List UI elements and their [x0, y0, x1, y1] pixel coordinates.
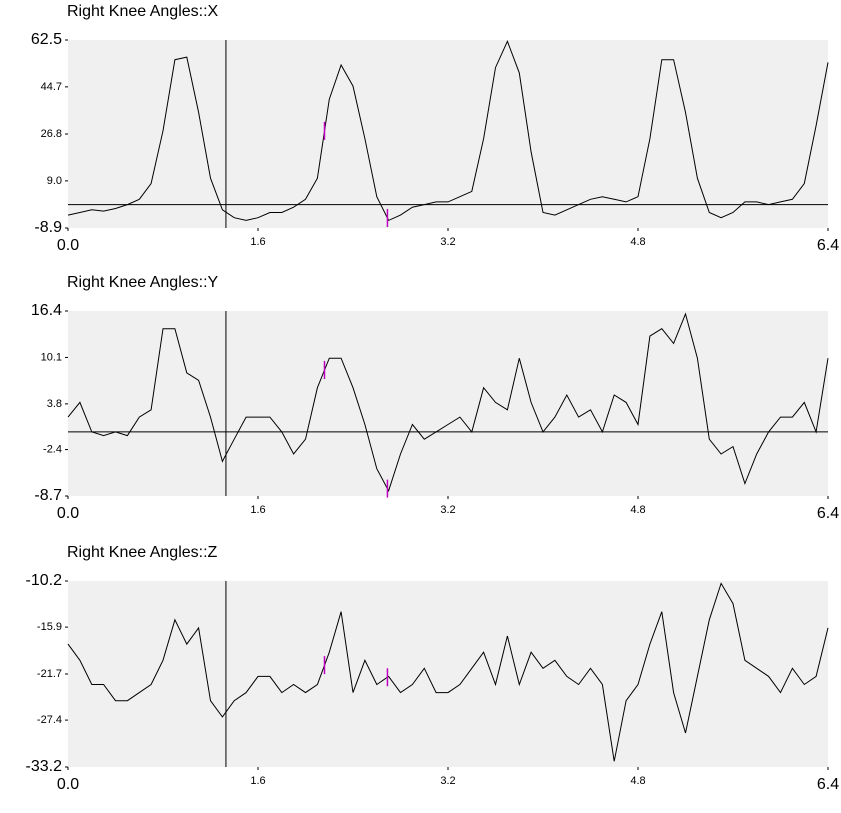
- x-tick-label: 3.2: [440, 236, 455, 248]
- x-tick-label: 6.4: [817, 505, 839, 522]
- chart-title: Right Knee Angles::X: [67, 3, 219, 20]
- x-tick-label: 3.2: [440, 504, 455, 516]
- y-tick-label: 10.1: [41, 351, 62, 363]
- data-line: [67, 39, 829, 222]
- y-tick-label: -10.2: [26, 572, 63, 589]
- y-tick-label: 62.5: [31, 31, 62, 48]
- plot-area: [68, 581, 828, 767]
- plot-area: [68, 40, 828, 228]
- data-line: [67, 582, 829, 762]
- x-tick-label: 1.6: [250, 504, 265, 516]
- chart-title: Right Knee Angles::Z: [67, 544, 218, 561]
- y-tick-label: 44.7: [41, 81, 62, 93]
- y-tick-label: 26.8: [41, 128, 62, 140]
- y-tick-label: -33.2: [26, 758, 63, 775]
- x-tick-label: 1.6: [250, 236, 265, 248]
- y-tick-label: -27.4: [37, 714, 62, 726]
- data-line: [67, 312, 829, 493]
- y-tick-label: 3.8: [47, 398, 62, 410]
- x-tick-label: 0.0: [57, 237, 79, 254]
- y-tick-label: -8.9: [34, 219, 62, 236]
- x-tick-label: 4.8: [630, 504, 645, 516]
- x-tick-label: 6.4: [817, 237, 839, 254]
- y-tick-label: 16.4: [31, 302, 62, 319]
- x-tick-label: 6.4: [817, 776, 839, 793]
- y-tick-label: -8.7: [34, 487, 62, 504]
- x-tick-label: 0.0: [57, 776, 79, 793]
- plot-area: [68, 311, 828, 496]
- x-tick-label: 4.8: [630, 775, 645, 787]
- y-tick-label: -2.4: [43, 443, 62, 455]
- y-tick-label: -15.9: [37, 621, 62, 633]
- x-tick-label: 0.0: [57, 505, 79, 522]
- x-tick-label: 3.2: [440, 775, 455, 787]
- y-tick-label: 9.0: [47, 175, 62, 187]
- y-tick-label: -21.7: [37, 668, 62, 680]
- x-tick-label: 4.8: [630, 236, 645, 248]
- x-tick-label: 1.6: [250, 775, 265, 787]
- chart-title: Right Knee Angles::Y: [67, 274, 219, 291]
